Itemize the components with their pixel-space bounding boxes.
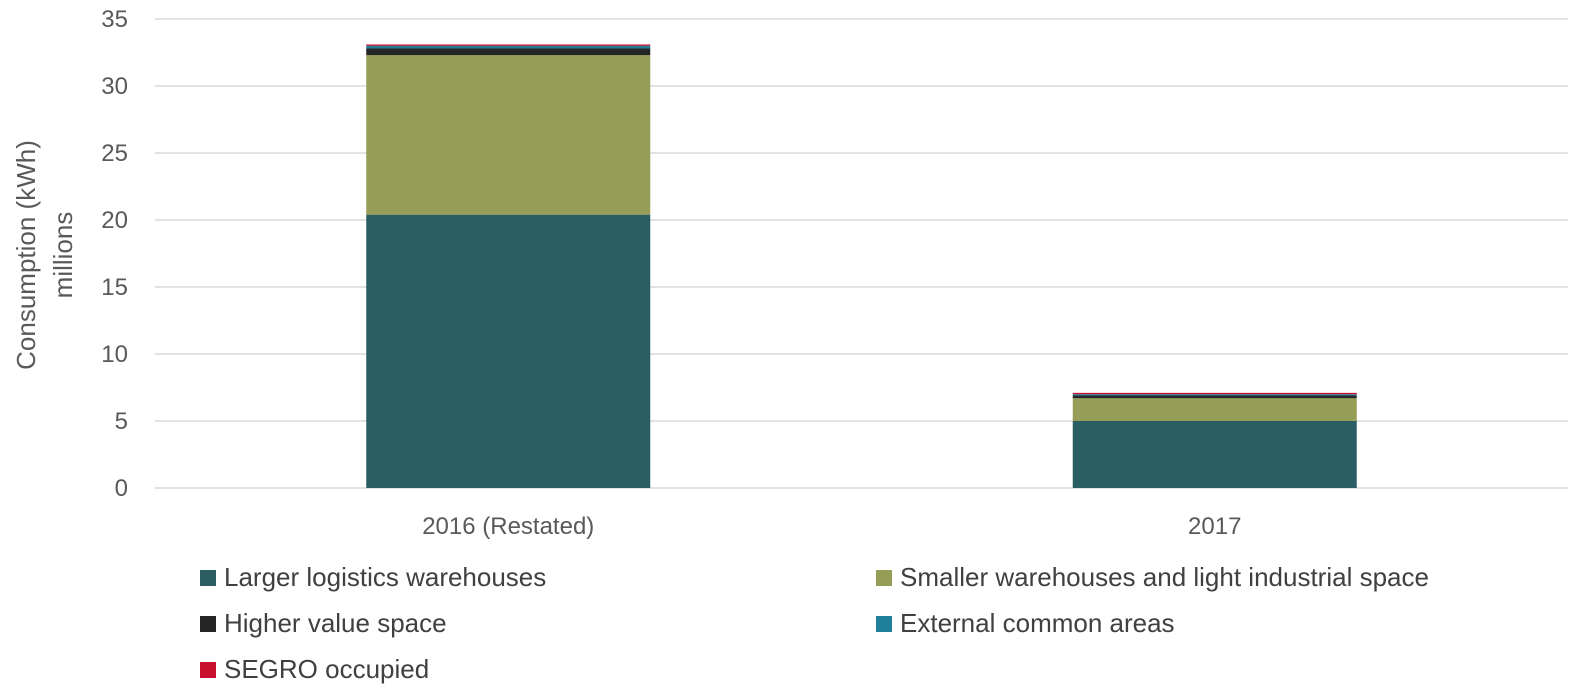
y-tick-label: 0 bbox=[115, 475, 128, 502]
y-tick-label: 20 bbox=[101, 207, 128, 234]
y-tick-label: 25 bbox=[101, 140, 128, 167]
y-tick-label: 5 bbox=[115, 408, 128, 435]
bar-segment-smaller-warehouses-and-light-industrial-space-1 bbox=[1072, 398, 1357, 421]
bar-segment-higher-value-space-0 bbox=[366, 48, 651, 56]
bar-segment-larger-logistics-warehouses-0 bbox=[366, 214, 651, 488]
legend-label: Higher value space bbox=[224, 608, 447, 638]
y-tick-label: 10 bbox=[101, 341, 128, 368]
legend-item: Larger logistics warehouses bbox=[200, 562, 546, 593]
x-axis-ticks: 2016 (Restated) 2017 bbox=[422, 513, 1241, 540]
legend-label: Larger logistics warehouses bbox=[224, 562, 547, 592]
bar-segment-higher-value-space-1 bbox=[1072, 395, 1357, 399]
legend-item: Higher value space bbox=[200, 608, 447, 639]
bar-segment-larger-logistics-warehouses-1 bbox=[1072, 421, 1357, 488]
chart: 0 5 10 15 20 25 30 35 2016 (Restated) 2017 Consu… bbox=[11, 6, 1568, 540]
legend-label: External common areas bbox=[900, 608, 1175, 638]
bars bbox=[366, 44, 1357, 488]
legend-swatch bbox=[200, 569, 216, 586]
legend-swatch bbox=[200, 615, 216, 632]
y-tick-label: 30 bbox=[101, 73, 128, 100]
y-tick-label: 35 bbox=[101, 6, 128, 33]
legend-swatch bbox=[876, 569, 892, 586]
x-tick-label: 2017 bbox=[1188, 513, 1241, 540]
legend-swatch bbox=[200, 661, 216, 678]
y-axis-ticks: 0 5 10 15 20 25 30 35 bbox=[101, 6, 128, 502]
legend-label: Smaller warehouses and light industrial … bbox=[900, 562, 1429, 592]
y-axis-title-line-2: millions bbox=[48, 212, 78, 299]
legend-swatch bbox=[876, 615, 892, 632]
bar-segment-external-common-areas-1 bbox=[1072, 394, 1357, 396]
bar-segment-segro-occupied-0 bbox=[366, 44, 651, 46]
legend-label: SEGRO occupied bbox=[224, 654, 430, 684]
bar-segment-smaller-warehouses-and-light-industrial-space-0 bbox=[366, 55, 651, 215]
x-tick-label: 2016 (Restated) bbox=[422, 513, 594, 540]
y-axis-title-line-1: Consumption (kWh) bbox=[11, 140, 41, 370]
bar-segment-segro-occupied-1 bbox=[1072, 392, 1357, 395]
legend-item: External common areas bbox=[876, 608, 1175, 639]
y-tick-label: 15 bbox=[101, 274, 128, 301]
bar-segment-external-common-areas-0 bbox=[366, 45, 651, 49]
legend-item: Smaller warehouses and light industrial … bbox=[876, 562, 1429, 593]
legend-item: SEGRO occupied bbox=[200, 654, 429, 685]
